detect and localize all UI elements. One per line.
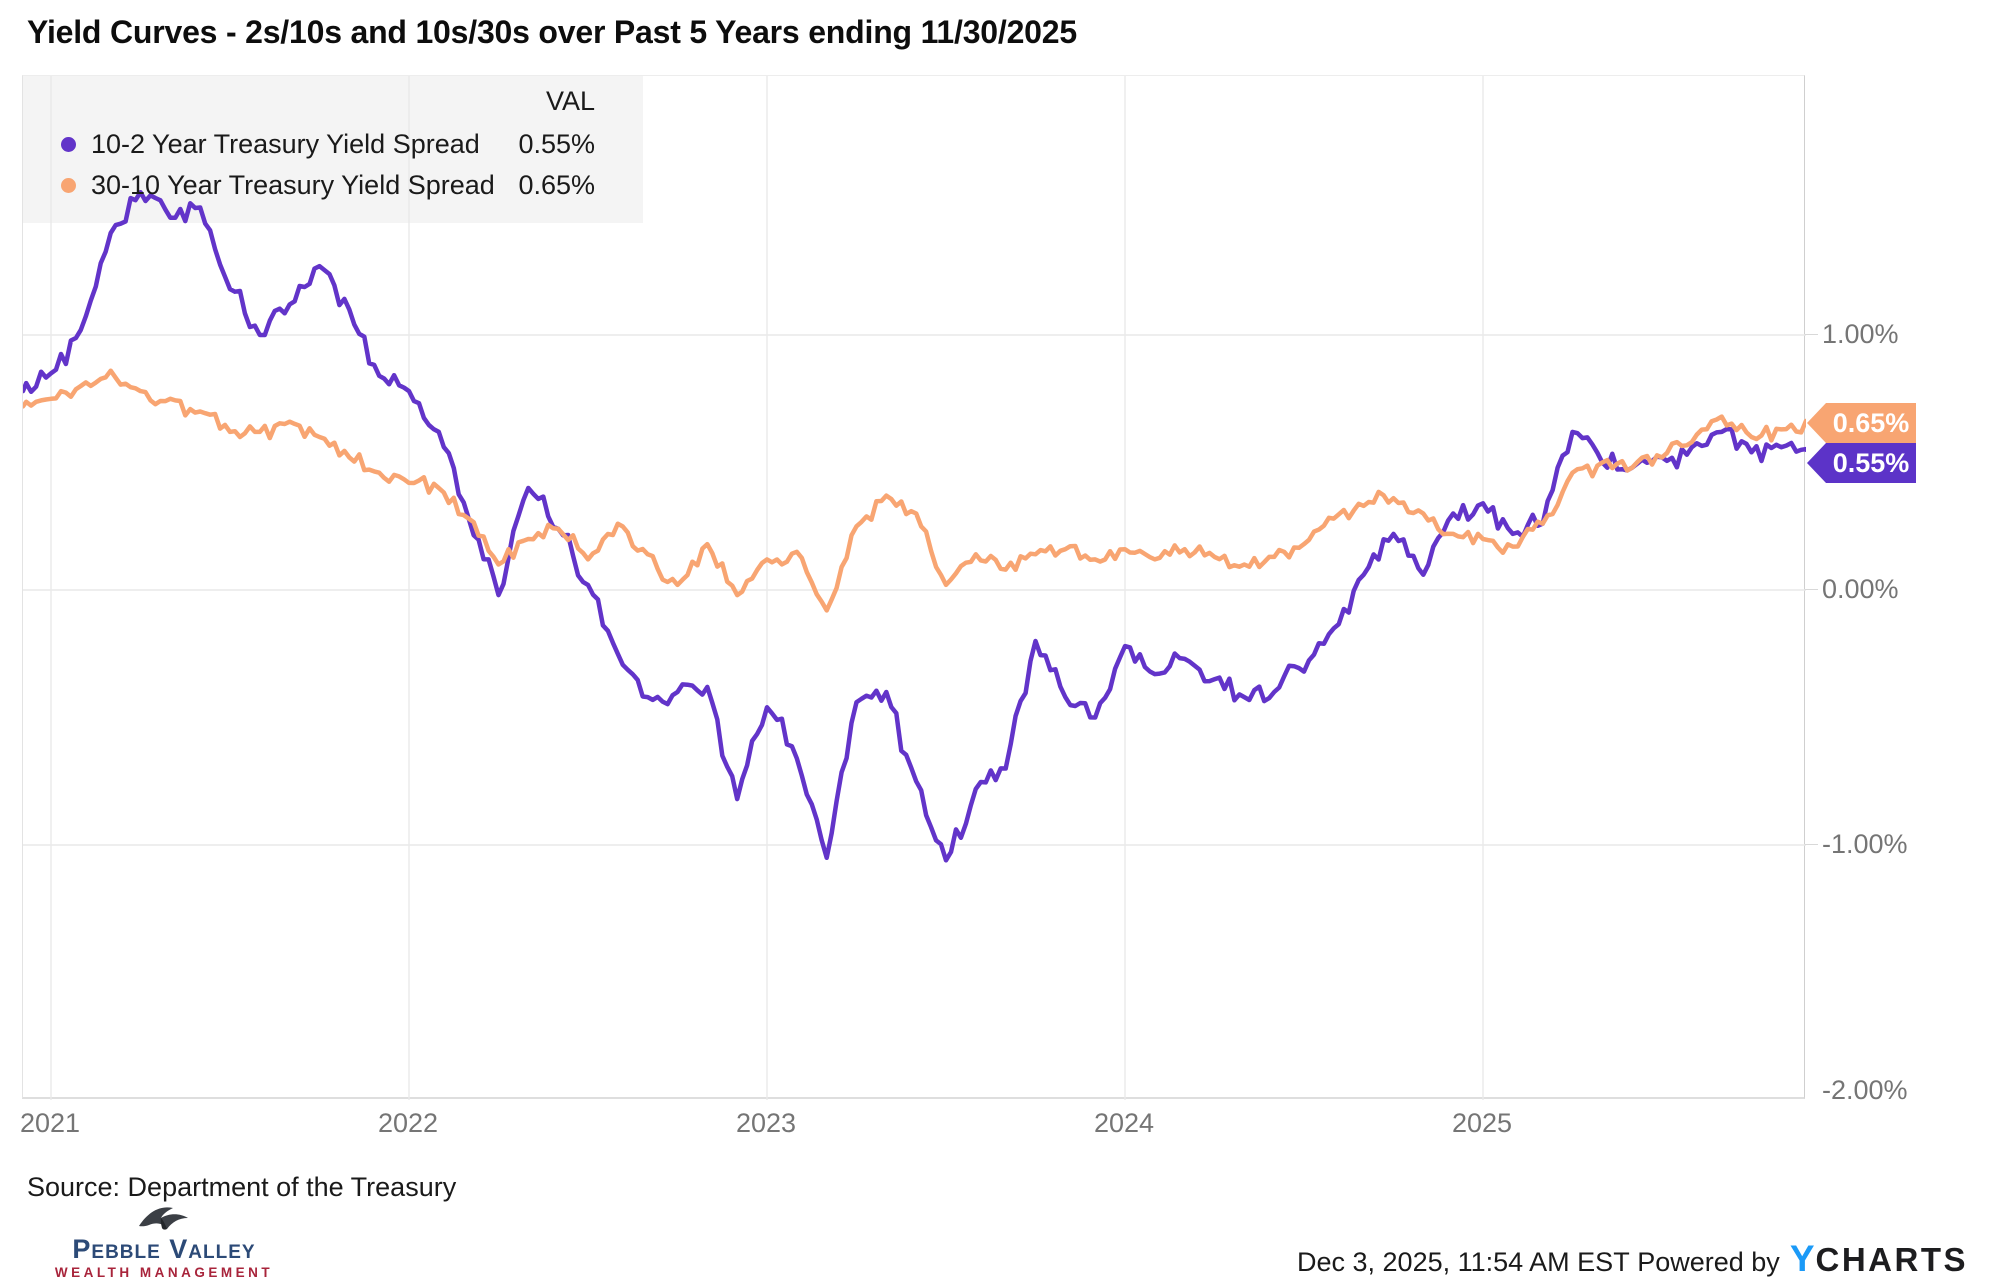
pebble-valley-logo: Pebble Valley WEALTH MANAGEMENT: [48, 1200, 280, 1282]
x-axis-label: 2021: [19, 1108, 81, 1138]
chart-legend: VAL 10-2 Year Treasury Yield Spread 0.55…: [23, 76, 643, 223]
x-axis-label: 2022: [377, 1108, 439, 1138]
x-axis-label: 2023: [735, 1108, 797, 1138]
legend-value-column-header: VAL: [545, 86, 595, 116]
series-line-1: [23, 368, 1806, 613]
chart-plot-area: VAL 10-2 Year Treasury Yield Spread 0.55…: [22, 75, 1806, 1100]
legend-series-label: 30-10 Year Treasury Yield Spread: [91, 170, 495, 200]
legend-series-label: 10-2 Year Treasury Yield Spread: [91, 129, 480, 159]
legend-series-value: 0.55%: [518, 129, 595, 159]
ycharts-logo-charts: CHARTS: [1815, 1241, 1968, 1278]
current-value-badge-orange: 0.65%: [1807, 403, 1916, 444]
y-axis-label: 0.00%: [1822, 574, 1899, 604]
legend-item-30-10-spread: 30-10 Year Treasury Yield Spread 0.65%: [23, 165, 595, 206]
timestamp-text: Dec 3, 2025, 11:54 AM EST: [1297, 1247, 1630, 1277]
ycharts-logo-y: Y: [1789, 1238, 1816, 1279]
source-attribution: Source: Department of the Treasury: [27, 1172, 457, 1202]
yield-spread-chart: [23, 76, 1806, 1100]
current-value-badge-purple: 0.55%: [1807, 443, 1916, 484]
powered-by-text: [1630, 1247, 1638, 1278]
x-axis-label: 2025: [1451, 1108, 1513, 1138]
series-line-0: [23, 189, 1806, 863]
legend-item-10-2-spread: 10-2 Year Treasury Yield Spread 0.55%: [23, 124, 595, 165]
y-axis-tick: [1805, 334, 1818, 335]
y-axis-tick: [1805, 589, 1818, 590]
series-dot-purple-icon: [61, 137, 76, 152]
legend-series-value: 0.65%: [518, 170, 595, 200]
footer-timestamp-row: Dec 3, 2025, 11:54 AM EST Powered by Y CHA…: [1297, 1238, 1968, 1280]
logo-company-name: Pebble Valley: [72, 1234, 256, 1264]
powered-by-label: Powered by: [1637, 1247, 1780, 1277]
y-axis-label: 1.00%: [1822, 319, 1899, 349]
series-dot-orange-icon: [61, 178, 76, 193]
y-axis-label: -1.00%: [1822, 829, 1908, 859]
page-title: Yield Curves - 2s/10s and 10s/30s over P…: [27, 14, 1077, 50]
logo-tagline: WEALTH MANAGEMENT: [54, 1265, 274, 1280]
y-axis-tick: [1805, 844, 1818, 845]
y-axis-label: -2.00%: [1822, 1075, 1908, 1105]
x-axis-label: 2024: [1093, 1108, 1155, 1138]
bird-icon: [139, 1207, 188, 1230]
